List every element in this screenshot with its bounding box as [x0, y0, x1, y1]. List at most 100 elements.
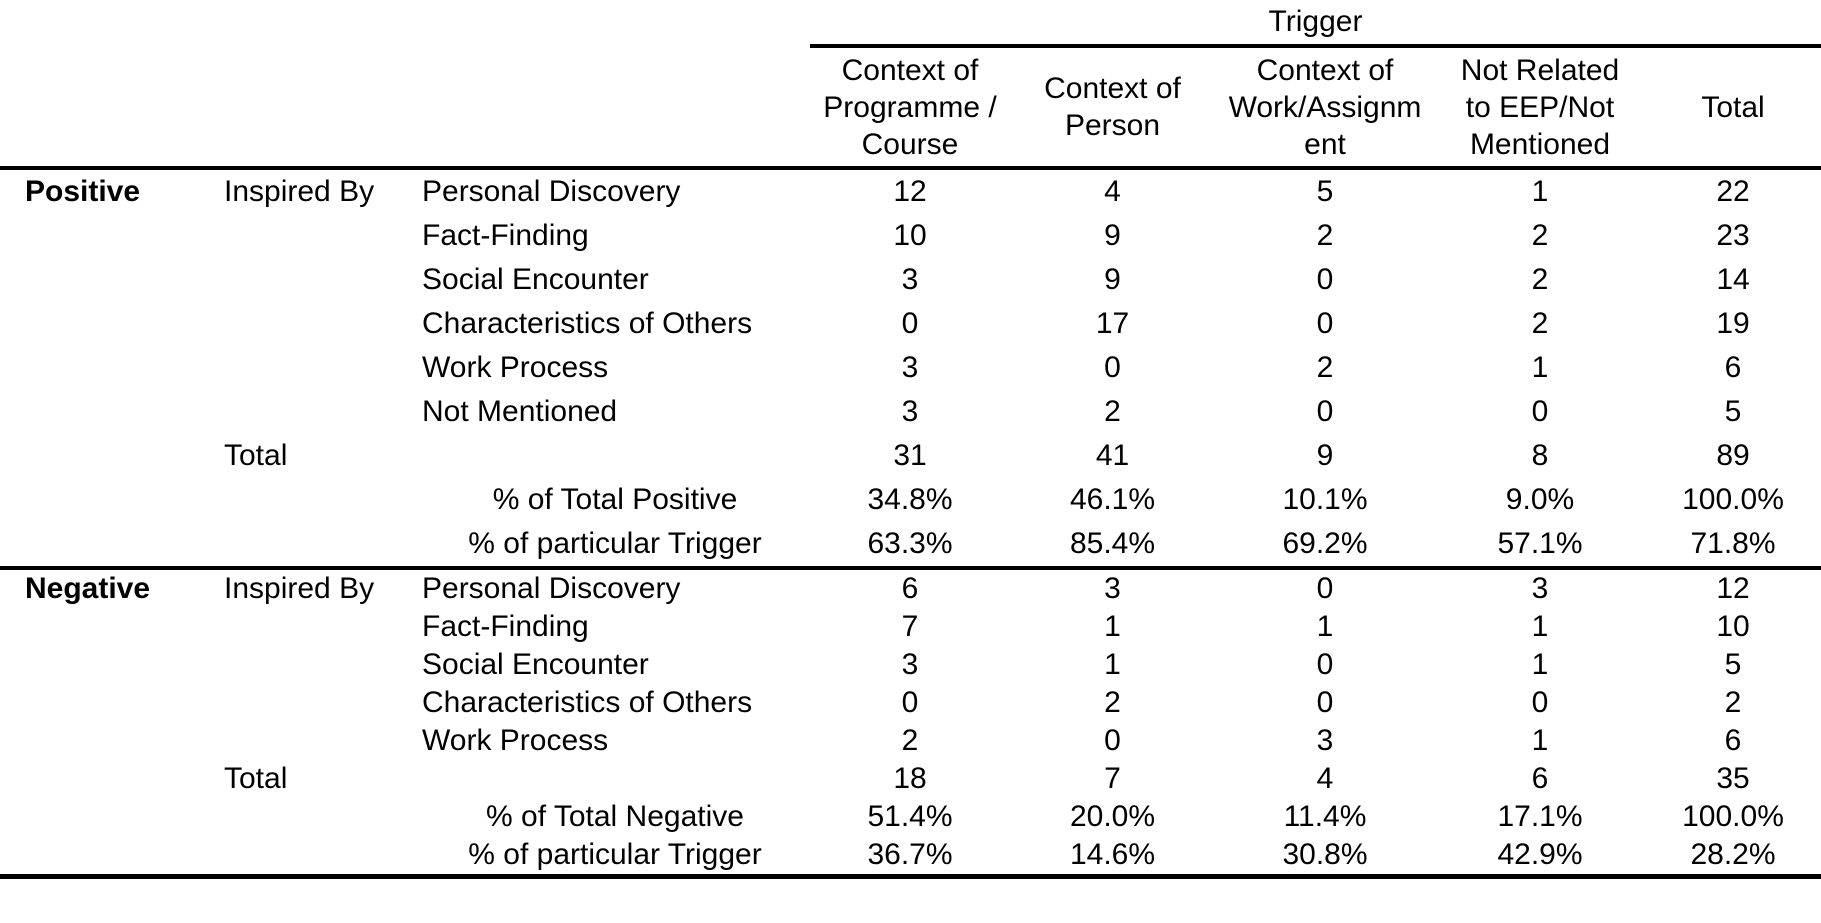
- sub-cell: [222, 608, 420, 646]
- category-label: Work Process: [422, 724, 609, 757]
- table-row: Work Process 3 0 2 1 6: [0, 346, 1821, 390]
- value-cell: 0: [1316, 395, 1334, 428]
- value-cell: 0: [1316, 648, 1334, 681]
- sub-cell: [222, 390, 420, 434]
- category-label: Fact-Finding: [422, 610, 589, 643]
- value-cell: 2: [1531, 307, 1549, 340]
- sub-cell: [222, 722, 420, 760]
- value-cell: 1: [1531, 610, 1549, 643]
- value-cell: 1: [1104, 648, 1121, 681]
- group-cell: Negative: [0, 566, 222, 608]
- value-cell: 12: [893, 175, 927, 208]
- table-row: % of particular Trigger 36.7% 14.6% 30.8% 42…: [0, 836, 1821, 877]
- group-cell: [0, 346, 222, 390]
- column-header-row: Context of Programme / Course Context of…: [0, 46, 1821, 170]
- table-row: Total 31 41 9 8 89: [0, 434, 1821, 478]
- value-cell: 71.8%: [1690, 527, 1776, 560]
- value-cell: 2: [1531, 263, 1549, 296]
- value-cell: 8: [1531, 439, 1549, 472]
- value-cell: 23: [1716, 219, 1750, 252]
- value-cell: 7: [1104, 762, 1121, 795]
- table-row: Social Encounter 3 9 0 2 14: [0, 258, 1821, 302]
- table-row: Social Encounter 3 1 0 1 5: [0, 646, 1821, 684]
- group-cell: [0, 646, 222, 684]
- spacer-cell: [222, 836, 420, 877]
- value-cell: 31: [893, 439, 927, 472]
- value-cell: 100.0%: [1682, 483, 1784, 516]
- percent-label-cell: % of particular Trigger: [468, 838, 762, 871]
- group-cell: [0, 214, 222, 258]
- value-cell: 3: [1010, 566, 1215, 608]
- value-cell: 51.4%: [867, 800, 953, 833]
- value-cell: 4: [1316, 762, 1334, 795]
- value-cell: 9.0%: [1505, 483, 1575, 516]
- table-row: % of Total Negative 51.4% 20.0% 11.4% 17.1% 1…: [0, 798, 1821, 836]
- value-cell: 0: [1104, 724, 1121, 757]
- value-cell: 10.1%: [1282, 483, 1368, 516]
- value-cell: 0: [1531, 686, 1549, 719]
- sub-cell: [222, 214, 420, 258]
- value-cell: 6: [1724, 351, 1742, 384]
- value-cell: 57.1%: [1497, 527, 1583, 560]
- percent-label-cell: % of Total Negative: [486, 800, 744, 833]
- value-cell: 10: [1716, 610, 1750, 643]
- table-row: Characteristics of Others 0 17 0 2 19: [0, 302, 1821, 346]
- value-cell: 7: [901, 610, 919, 643]
- sub-cell: [222, 302, 420, 346]
- value-cell: 9: [1104, 219, 1121, 252]
- group-cell: [0, 390, 222, 434]
- value-cell: 0: [1531, 395, 1549, 428]
- table-row: Fact-Finding 10 9 2 2 23: [0, 214, 1821, 258]
- group-cell: [0, 722, 222, 760]
- value-cell: 10: [893, 219, 927, 252]
- value-cell: 2: [1316, 219, 1334, 252]
- value-cell: 1: [1104, 610, 1121, 643]
- value-cell: 14.6%: [1069, 838, 1156, 871]
- category-label: Not Mentioned: [422, 395, 618, 428]
- value-cell: 46.1%: [1069, 483, 1156, 516]
- value-cell: 5: [1724, 395, 1742, 428]
- value-cell: 1: [1531, 175, 1549, 208]
- spacer-cell: [0, 522, 222, 568]
- value-cell: 3: [901, 395, 919, 428]
- value-cell: 4: [1104, 175, 1121, 208]
- value-cell: 2: [1316, 351, 1334, 384]
- value-cell: 85.4%: [1069, 527, 1156, 560]
- value-cell: 0: [901, 686, 919, 719]
- value-cell: 42.9%: [1497, 838, 1583, 871]
- spacer-cell: [222, 522, 420, 568]
- total-label-cell: Total: [224, 439, 288, 472]
- value-cell: 19: [1716, 307, 1750, 340]
- category-label: Work Process: [422, 351, 609, 384]
- column-header-total: Total: [1645, 46, 1821, 170]
- value-cell: 3: [901, 351, 919, 384]
- table-row: Positive Inspired By Personal Discovery 12 4…: [0, 168, 1821, 214]
- category-label: Personal Discovery: [420, 566, 810, 608]
- table-header: Trigger Context of Programme / Course Co…: [0, 0, 1821, 170]
- value-cell: 18: [893, 762, 927, 795]
- table-row: Negative Inspired By Personal Discovery 6 3 0…: [0, 566, 1821, 608]
- table-row: % of Total Positive 34.8% 46.1% 10.1% 9.0% 10…: [0, 478, 1821, 522]
- sub-cell: [222, 646, 420, 684]
- value-cell: 0: [901, 307, 919, 340]
- trigger-spanner-label: Trigger: [810, 0, 1821, 48]
- group-cell: [0, 302, 222, 346]
- percent-label-cell: % of Total Positive: [492, 483, 738, 516]
- value-cell: 2: [1724, 686, 1742, 719]
- table-row: Characteristics of Others 0 2 0 0 2: [0, 684, 1821, 722]
- value-cell: 41: [1095, 439, 1130, 472]
- category-label: Characteristics of Others: [422, 686, 753, 719]
- value-cell: 6: [1531, 762, 1549, 795]
- group-cell: [0, 608, 222, 646]
- block-positive: Positive Inspired By Personal Discovery 12 4…: [0, 168, 1821, 568]
- value-cell: 0: [1316, 686, 1334, 719]
- value-cell: 5: [1724, 648, 1742, 681]
- table-row: Work Process 2 0 3 1 6: [0, 722, 1821, 760]
- value-cell: 1: [1531, 648, 1549, 681]
- value-cell: 17: [1095, 307, 1130, 340]
- sub-cell: [222, 258, 420, 302]
- sub-cell: [222, 346, 420, 390]
- spacer-cell: [0, 798, 222, 836]
- value-cell: 17.1%: [1497, 800, 1583, 833]
- value-cell: 1: [1316, 610, 1334, 643]
